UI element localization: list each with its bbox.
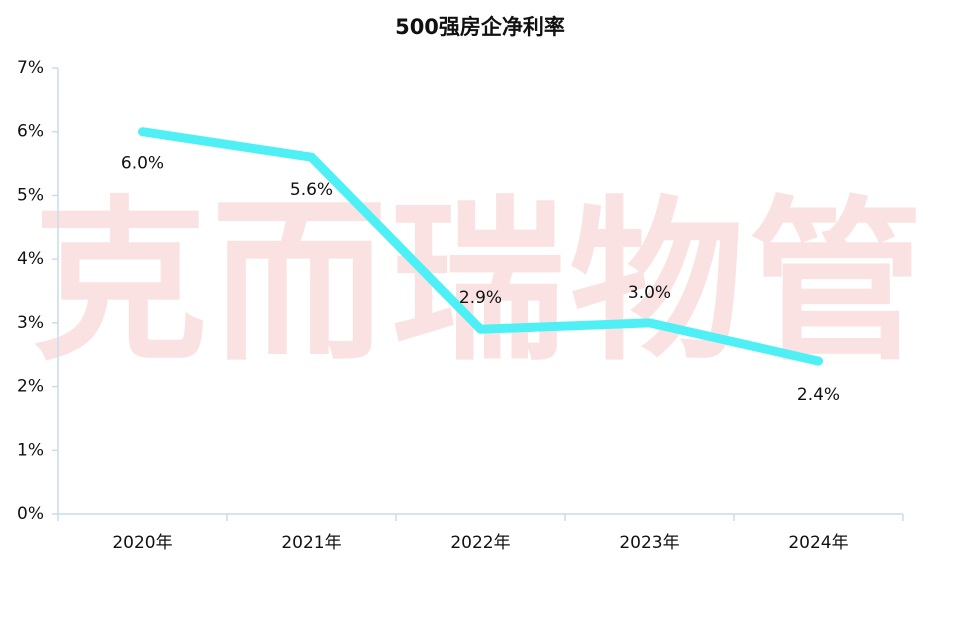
- line: [138, 127, 823, 366]
- data-label: 3.0%: [628, 283, 671, 303]
- data-label: 2.4%: [797, 385, 840, 405]
- y-tick-label: 4%: [17, 249, 44, 269]
- chart-title: 500强房企净利率: [395, 15, 565, 39]
- x-tick-label: 2023年: [619, 533, 679, 553]
- data-label: 2.9%: [459, 288, 502, 308]
- y-tick-label: 5%: [17, 185, 44, 205]
- y-tick-label: 0%: [17, 504, 44, 524]
- x-tick-label: 2024年: [788, 533, 848, 553]
- x-tick-label: 2020年: [112, 533, 172, 553]
- data-label: 5.6%: [290, 180, 333, 200]
- y-tick-label: 6%: [17, 122, 44, 142]
- x-tick-label: 2022年: [450, 533, 510, 553]
- y-tick-label: 2%: [17, 377, 44, 397]
- y-tick-label: 7%: [17, 58, 44, 78]
- y-tick-label: 3%: [17, 313, 44, 333]
- data-label: 6.0%: [121, 154, 164, 174]
- x-tick-label: 2021年: [281, 533, 341, 553]
- y-tick-label: 1%: [17, 440, 44, 460]
